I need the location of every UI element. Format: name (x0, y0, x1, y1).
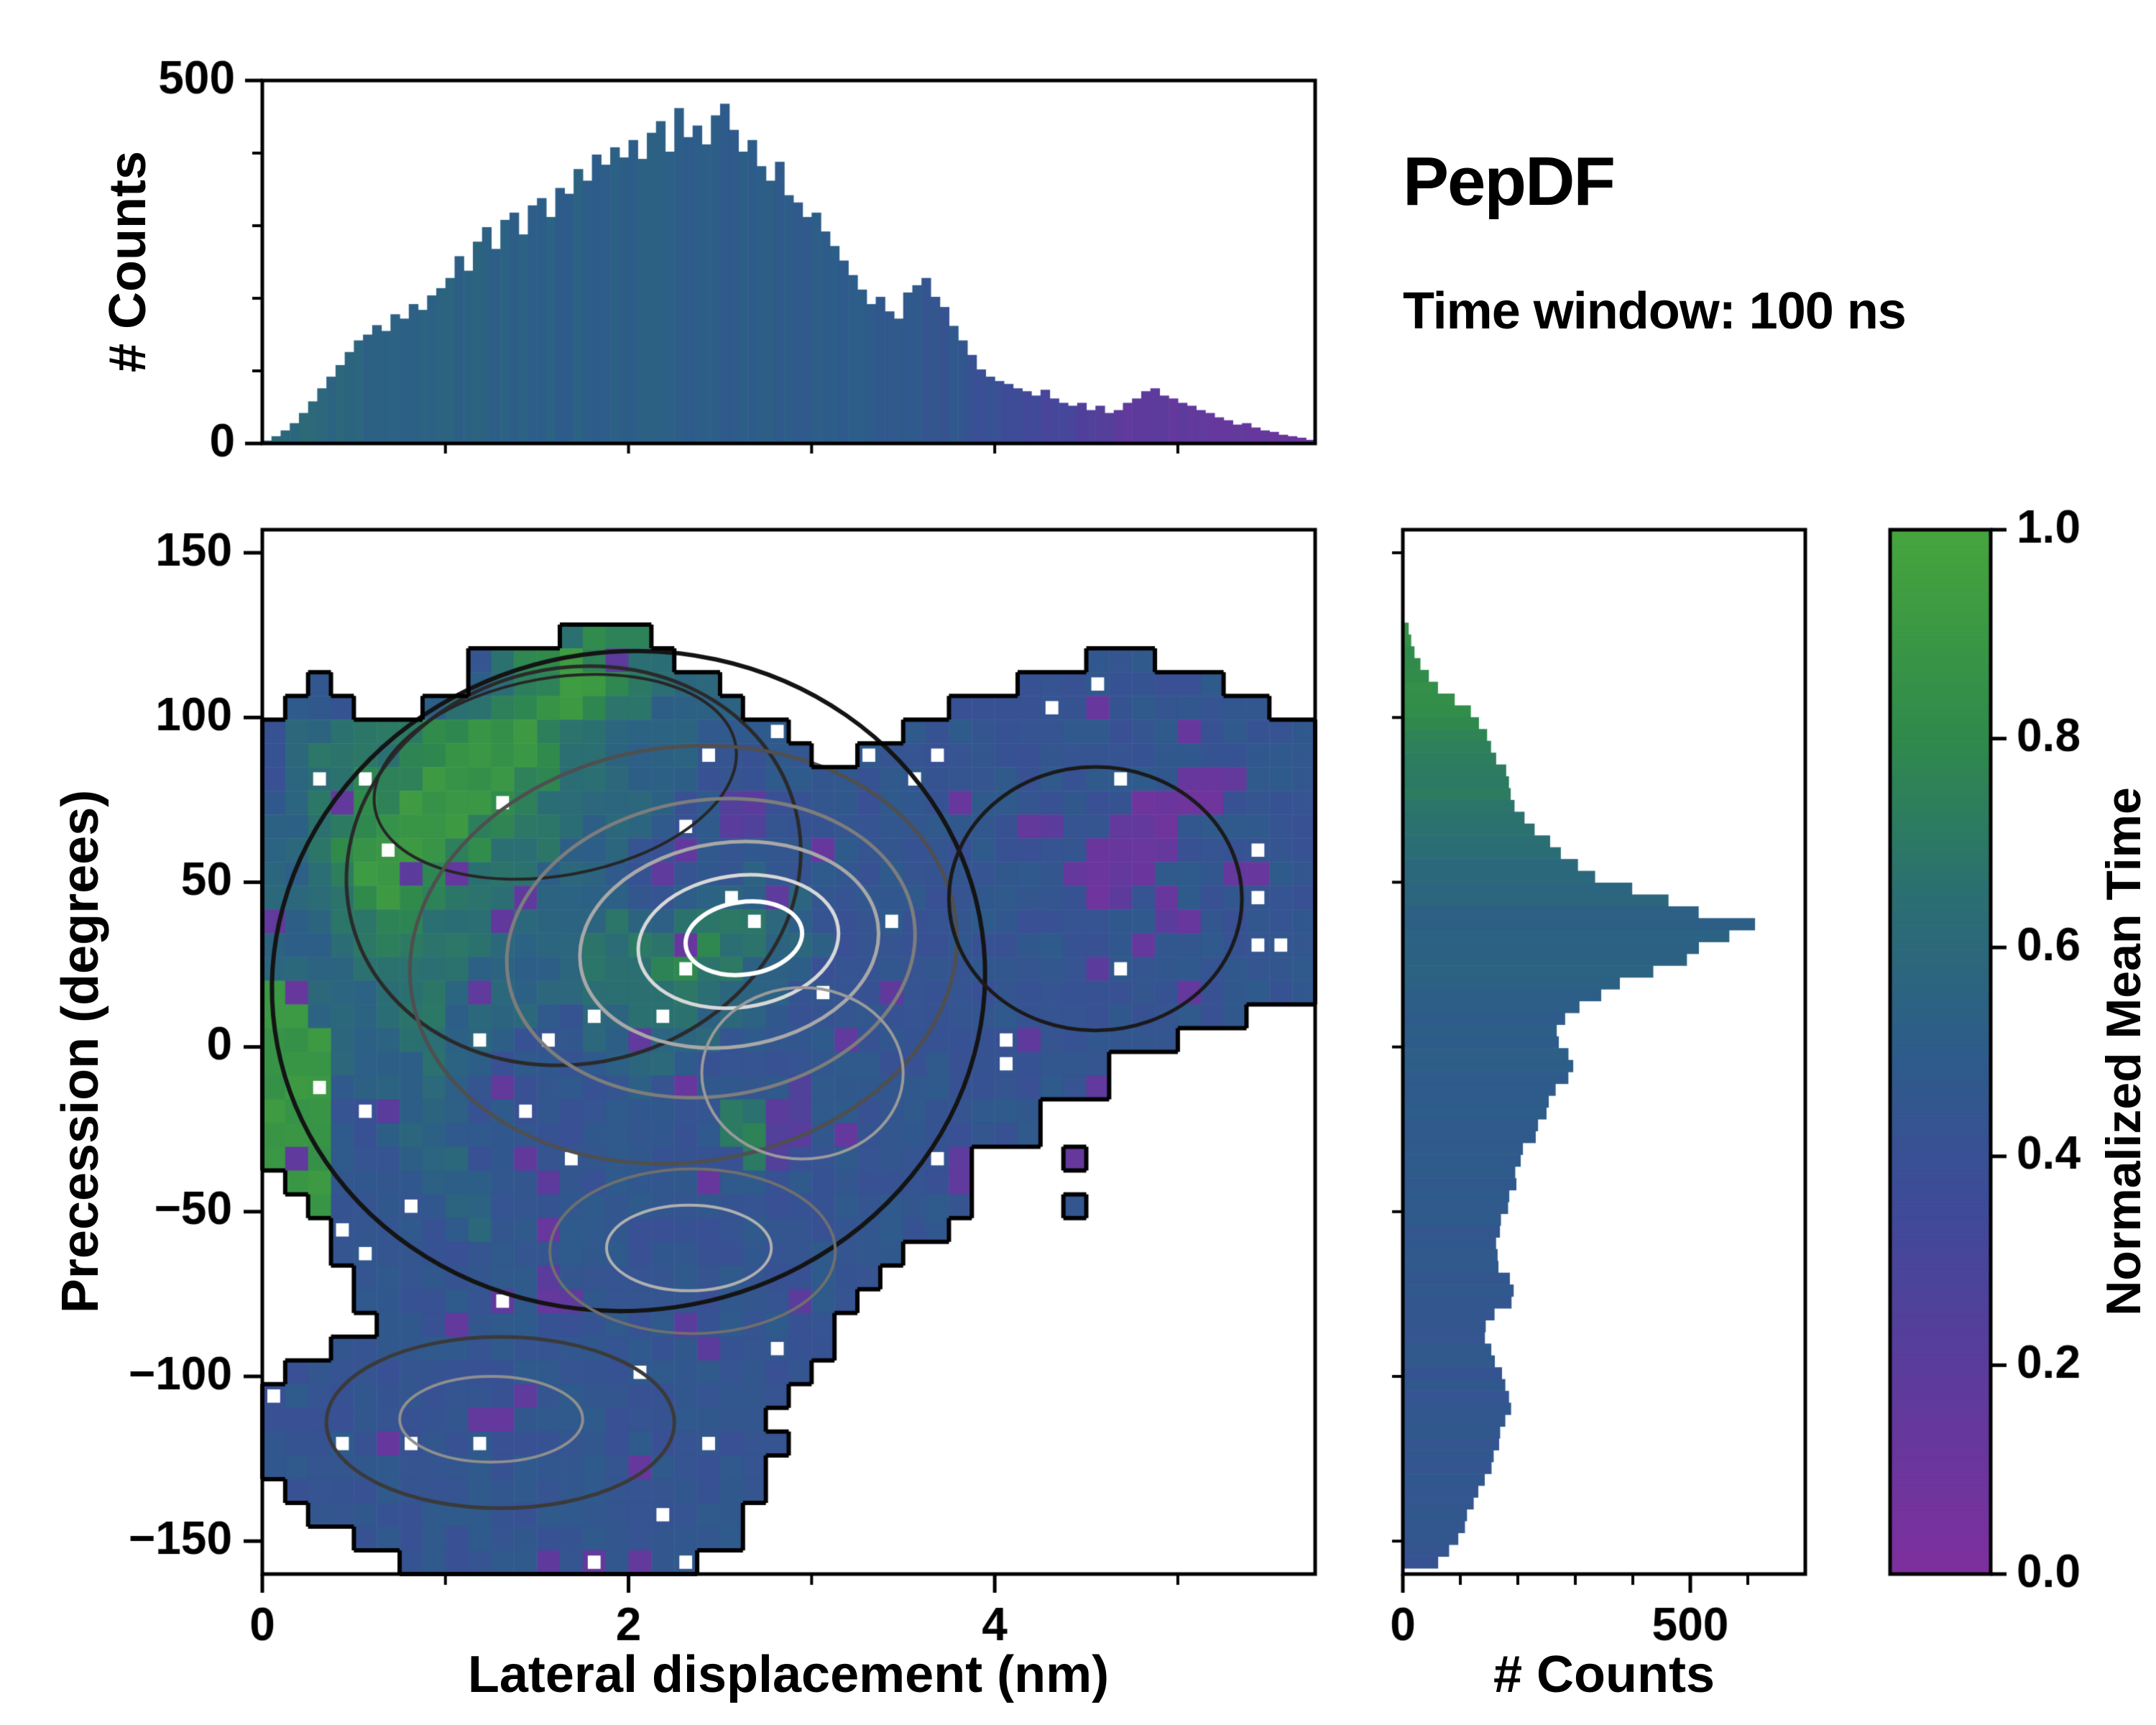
right-hist-x-axis-label: # Counts (1493, 1646, 1715, 1703)
main-y-axis-label: Precession (degrees) (52, 789, 109, 1314)
main-x-axis-label: Lateral displacement (nm) (467, 1646, 1110, 1703)
figure-subtitle: Time window: 100 ns (1403, 282, 1907, 340)
colorbar-label: Normalized Mean Time (2096, 787, 2151, 1316)
figure-title: PepDF (1403, 143, 1616, 220)
top-hist-y-axis-label: # Counts (99, 150, 157, 373)
